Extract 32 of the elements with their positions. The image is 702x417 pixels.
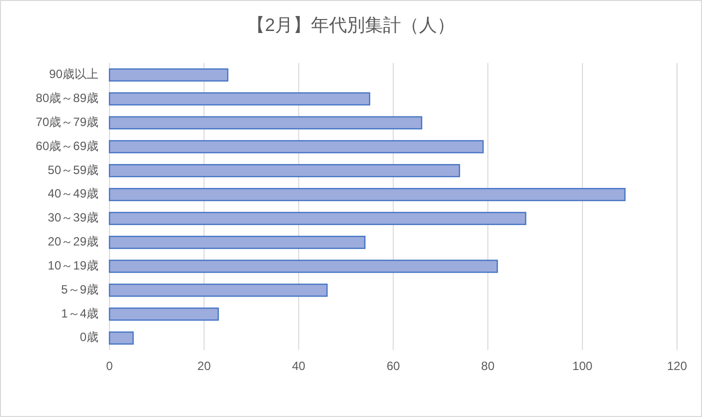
x-tick-label: 120 bbox=[666, 359, 688, 374]
y-tick-label: 5～9歳 bbox=[61, 282, 98, 296]
bar bbox=[108, 116, 422, 130]
bar bbox=[108, 331, 134, 345]
bar bbox=[108, 212, 526, 226]
y-tick-label: 80歳～89歳 bbox=[36, 91, 98, 106]
y-tick-label: 90歳以上 bbox=[49, 67, 98, 82]
y-tick-label: 40～49歳 bbox=[48, 186, 98, 201]
bar bbox=[108, 284, 328, 297]
bar bbox=[108, 140, 484, 154]
y-tick-label: 70歳～79歳 bbox=[36, 114, 98, 129]
x-tick-label: 40 bbox=[292, 359, 306, 374]
x-tick-label: 80 bbox=[481, 359, 495, 374]
x-tick-label: 20 bbox=[197, 359, 212, 374]
y-tick-label: 60歳～69歳 bbox=[36, 138, 98, 153]
x-tick-label: 0 bbox=[106, 359, 114, 374]
bar bbox=[108, 236, 366, 249]
y-tick-label: 20～29歳 bbox=[48, 234, 98, 249]
y-tick-label: 0歳 bbox=[80, 330, 98, 344]
bar bbox=[108, 260, 498, 273]
bar bbox=[108, 188, 626, 202]
x-tick-label: 60 bbox=[386, 359, 400, 374]
y-tick-label: 1～4歳 bbox=[61, 306, 98, 320]
bar bbox=[108, 68, 228, 82]
bar bbox=[108, 92, 370, 106]
y-tick-label: 30～39歳 bbox=[48, 210, 98, 225]
chart-title: 【2月】年代別集計（人） bbox=[246, 14, 456, 35]
y-tick-label: 50～59歳 bbox=[48, 162, 98, 177]
y-tick-label: 10～19歳 bbox=[48, 258, 98, 272]
x-tick-label: 100 bbox=[572, 359, 593, 374]
bar bbox=[108, 164, 460, 178]
bar bbox=[108, 308, 219, 321]
